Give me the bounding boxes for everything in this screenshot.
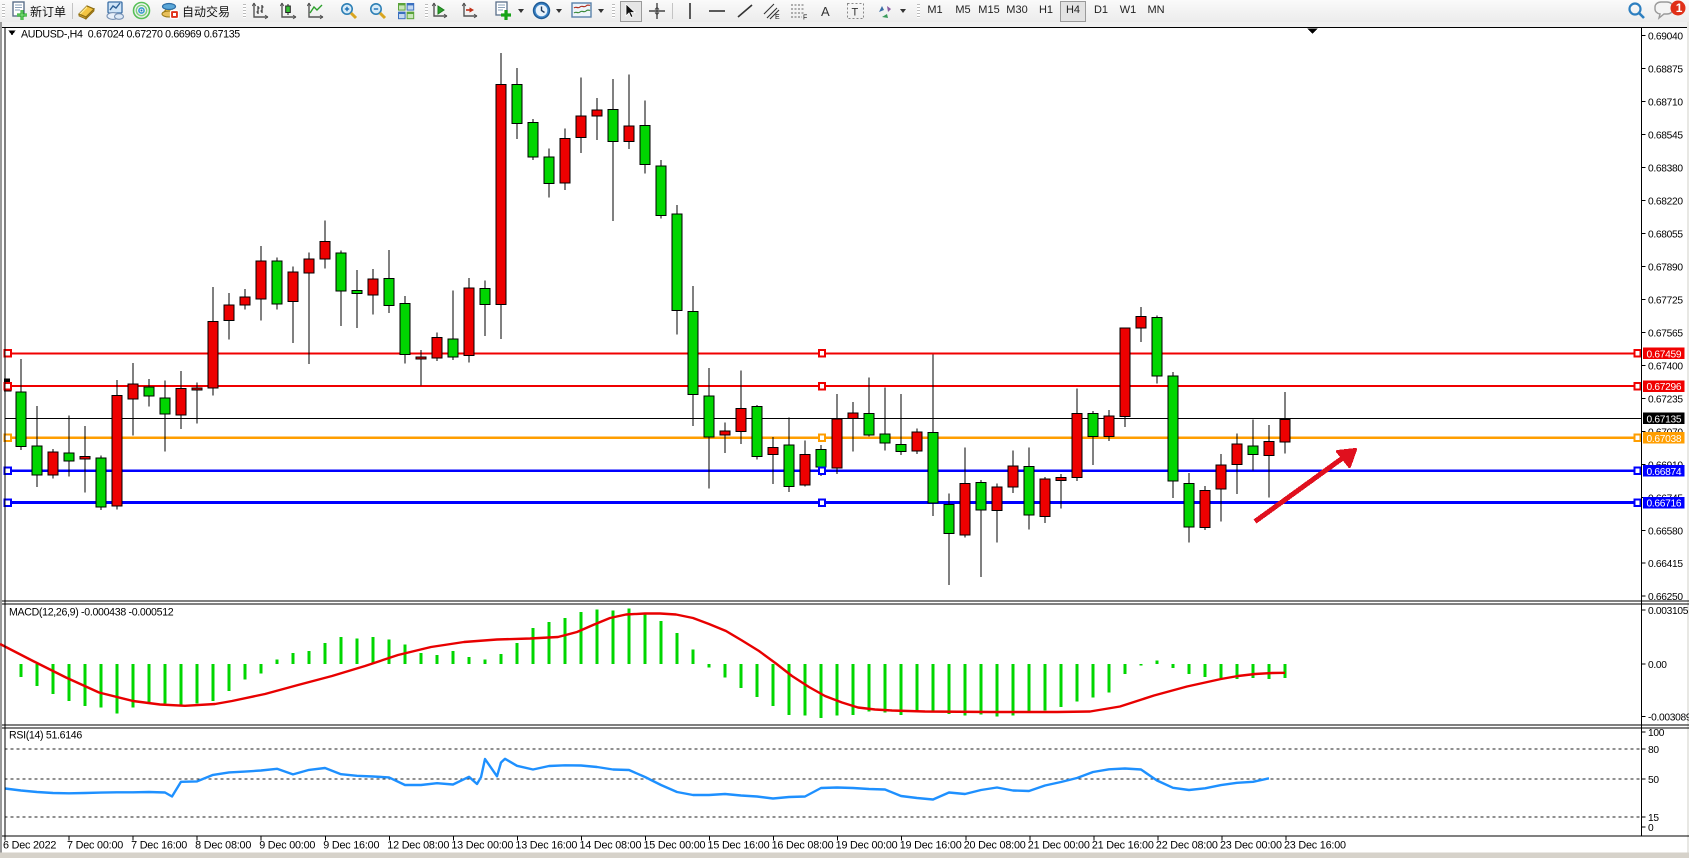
svg-text:0.67890: 0.67890 [1648, 262, 1683, 273]
svg-text:1: 1 [1676, 1, 1683, 15]
svg-text:0.003105: 0.003105 [1648, 606, 1689, 617]
svg-text:0.66874: 0.66874 [1647, 467, 1682, 478]
svg-text:13 Dec 16:00: 13 Dec 16:00 [515, 840, 577, 852]
svg-text:19 Dec 16:00: 19 Dec 16:00 [900, 840, 962, 852]
svg-text:0.66415: 0.66415 [1648, 559, 1683, 570]
svg-text:0.67725: 0.67725 [1648, 295, 1683, 306]
svg-text:0: 0 [1648, 823, 1654, 834]
svg-text:12 Dec 08:00: 12 Dec 08:00 [387, 840, 449, 852]
svg-text:16 Dec 08:00: 16 Dec 08:00 [772, 840, 834, 852]
svg-text:15 Dec 16:00: 15 Dec 16:00 [708, 840, 770, 852]
svg-text:0.67400: 0.67400 [1648, 361, 1683, 372]
svg-text:23 Dec 16:00: 23 Dec 16:00 [1284, 840, 1346, 852]
svg-text:8 Dec 08:00: 8 Dec 08:00 [195, 840, 251, 852]
svg-text:15: 15 [1648, 813, 1659, 824]
svg-text:14 Dec 08:00: 14 Dec 08:00 [579, 840, 641, 852]
svg-text:20 Dec 08:00: 20 Dec 08:00 [964, 840, 1026, 852]
svg-text:0.68220: 0.68220 [1648, 197, 1683, 208]
svg-text:23 Dec 00:00: 23 Dec 00:00 [1220, 840, 1282, 852]
svg-text:0.66716: 0.66716 [1647, 499, 1682, 510]
svg-text:0.68875: 0.68875 [1648, 65, 1683, 76]
svg-text:0.68055: 0.68055 [1648, 230, 1683, 241]
svg-text:AUDUSD-,H4 0.67024 0.67270 0.: AUDUSD-,H4 0.67024 0.67270 0.66969 0.671… [21, 29, 240, 41]
svg-text:0.67296: 0.67296 [1647, 382, 1682, 393]
svg-text:-0.003089: -0.003089 [1648, 712, 1689, 723]
svg-text:6 Dec 2022: 6 Dec 2022 [3, 840, 56, 852]
svg-text:0.00: 0.00 [1648, 660, 1667, 671]
svg-text:80: 80 [1648, 745, 1659, 756]
svg-text:0.69040: 0.69040 [1648, 32, 1683, 43]
svg-text:9 Dec 00:00: 9 Dec 00:00 [259, 840, 315, 852]
svg-text:F: F [803, 15, 807, 21]
svg-text:15 Dec 00:00: 15 Dec 00:00 [644, 840, 706, 852]
svg-text:T: T [852, 7, 859, 19]
svg-text:0.68710: 0.68710 [1648, 98, 1683, 109]
svg-text:0.68545: 0.68545 [1648, 131, 1683, 142]
svg-text:RSI(14) 51.6146: RSI(14) 51.6146 [9, 730, 82, 742]
svg-text:22 Dec 08:00: 22 Dec 08:00 [1156, 840, 1218, 852]
svg-text:13 Dec 00:00: 13 Dec 00:00 [451, 840, 513, 852]
svg-text:21 Dec 00:00: 21 Dec 00:00 [1028, 840, 1090, 852]
svg-text:E: E [775, 14, 780, 20]
svg-text:7 Dec 00:00: 7 Dec 00:00 [67, 840, 123, 852]
svg-text:0.66250: 0.66250 [1648, 592, 1683, 603]
svg-text:21 Dec 16:00: 21 Dec 16:00 [1092, 840, 1154, 852]
svg-text:0.67038: 0.67038 [1647, 434, 1682, 445]
svg-text:MACD(12,26,9) -0.000438 -0.000: MACD(12,26,9) -0.000438 -0.000512 [9, 607, 174, 619]
svg-text:0.67459: 0.67459 [1647, 349, 1682, 360]
svg-text:7 Dec 16:00: 7 Dec 16:00 [131, 840, 187, 852]
svg-text:0.68380: 0.68380 [1648, 164, 1683, 175]
svg-text:0.67235: 0.67235 [1648, 394, 1683, 405]
svg-text:19 Dec 00:00: 19 Dec 00:00 [836, 840, 898, 852]
svg-text:0.67565: 0.67565 [1648, 328, 1683, 339]
svg-text:9 Dec 16:00: 9 Dec 16:00 [323, 840, 379, 852]
svg-text:0.66580: 0.66580 [1648, 526, 1683, 537]
svg-text:100: 100 [1648, 728, 1665, 739]
svg-text:0.67135: 0.67135 [1647, 414, 1682, 425]
svg-text:50: 50 [1648, 775, 1659, 786]
